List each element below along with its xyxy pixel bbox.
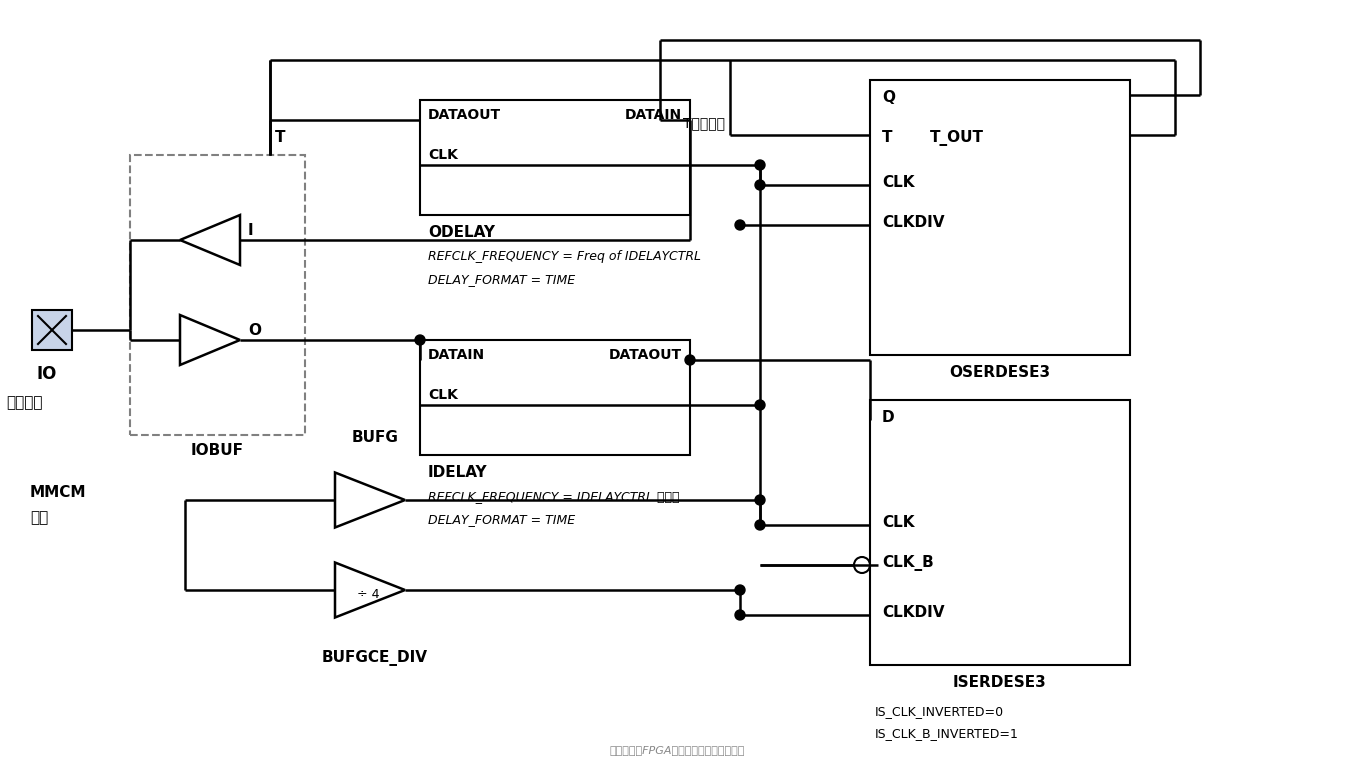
Circle shape — [756, 495, 765, 505]
Circle shape — [756, 400, 765, 410]
Text: 关注小梅哥FPGA，更多技术分享等你来！: 关注小梅哥FPGA，更多技术分享等你来！ — [609, 745, 745, 755]
Text: ÷ 4: ÷ 4 — [356, 588, 379, 601]
Text: DATAIN: DATAIN — [626, 108, 682, 122]
Text: O: O — [248, 322, 261, 338]
Text: BUFGCE_DIV: BUFGCE_DIV — [322, 650, 428, 666]
Circle shape — [756, 180, 765, 190]
Text: CLK: CLK — [881, 175, 914, 190]
Circle shape — [414, 335, 425, 345]
Text: MMCM: MMCM — [30, 485, 87, 500]
Text: DELAY_FORMAT = TIME: DELAY_FORMAT = TIME — [428, 273, 575, 286]
Text: CLK: CLK — [881, 515, 914, 530]
Bar — [871, 80, 1131, 355]
Text: I: I — [248, 222, 253, 237]
Text: T: T — [881, 130, 892, 145]
Bar — [130, 155, 305, 435]
Text: 双向管脚: 双向管脚 — [5, 395, 42, 410]
Bar — [32, 310, 72, 350]
Text: T: T — [275, 130, 286, 145]
Circle shape — [735, 220, 745, 230]
Text: IO: IO — [37, 365, 57, 383]
Text: ISERDESE3: ISERDESE3 — [953, 675, 1047, 690]
Text: D: D — [881, 410, 895, 425]
Circle shape — [756, 160, 765, 170]
Text: IOBUF: IOBUF — [191, 443, 244, 458]
Text: ODELAY: ODELAY — [428, 225, 496, 240]
Text: CLK: CLK — [428, 148, 458, 162]
Text: DATAOUT: DATAOUT — [609, 348, 682, 362]
Text: DATAOUT: DATAOUT — [428, 108, 501, 122]
Text: IS_CLK_INVERTED=0: IS_CLK_INVERTED=0 — [875, 705, 1005, 718]
Text: CLK: CLK — [428, 388, 458, 402]
Bar — [420, 340, 691, 455]
Text: Q: Q — [881, 90, 895, 105]
Circle shape — [735, 610, 745, 620]
Circle shape — [685, 355, 695, 365]
Text: T（组合）: T（组合） — [682, 116, 724, 130]
Text: REFCLK_FREQUENCY = IDELAYCTRL 的频率: REFCLK_FREQUENCY = IDELAYCTRL 的频率 — [428, 490, 680, 503]
Text: DELAY_FORMAT = TIME: DELAY_FORMAT = TIME — [428, 513, 575, 526]
Bar — [871, 400, 1131, 665]
Text: IDELAY: IDELAY — [428, 465, 487, 480]
Bar — [420, 100, 691, 215]
Text: 时钟: 时钟 — [30, 510, 49, 525]
Text: OSERDESE3: OSERDESE3 — [949, 365, 1051, 380]
Text: CLKDIV: CLKDIV — [881, 215, 945, 230]
Circle shape — [735, 585, 745, 595]
Circle shape — [756, 520, 765, 530]
Text: CLKDIV: CLKDIV — [881, 605, 945, 620]
Text: T_OUT: T_OUT — [930, 130, 984, 146]
Text: CLK_B: CLK_B — [881, 555, 934, 571]
Text: BUFG: BUFG — [352, 430, 398, 445]
Text: DATAIN: DATAIN — [428, 348, 485, 362]
Text: IS_CLK_B_INVERTED=1: IS_CLK_B_INVERTED=1 — [875, 727, 1018, 740]
Text: REFCLK_FREQUENCY = Freq of IDELAYCTRL: REFCLK_FREQUENCY = Freq of IDELAYCTRL — [428, 250, 701, 263]
